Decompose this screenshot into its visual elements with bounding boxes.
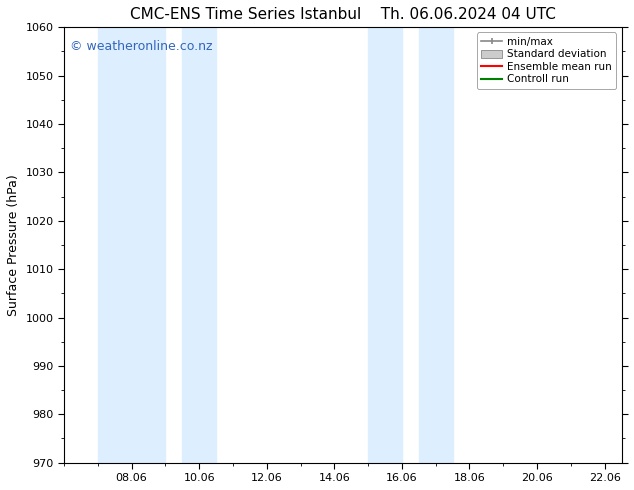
- Title: CMC-ENS Time Series Istanbul    Th. 06.06.2024 04 UTC: CMC-ENS Time Series Istanbul Th. 06.06.2…: [130, 7, 556, 22]
- Text: © weatheronline.co.nz: © weatheronline.co.nz: [70, 40, 212, 53]
- Legend: min/max, Standard deviation, Ensemble mean run, Controll run: min/max, Standard deviation, Ensemble me…: [477, 32, 616, 89]
- Y-axis label: Surface Pressure (hPa): Surface Pressure (hPa): [7, 174, 20, 316]
- Bar: [368, 27, 402, 463]
- Bar: [419, 27, 453, 463]
- Bar: [183, 27, 216, 463]
- Bar: [98, 27, 165, 463]
